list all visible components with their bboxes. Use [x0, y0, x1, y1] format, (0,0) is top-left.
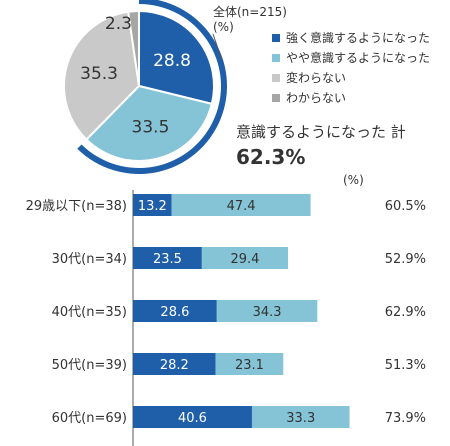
legend-label: わからない	[286, 91, 346, 105]
bar-segment-strong	[133, 194, 172, 216]
pie-slice	[127, 9, 140, 87]
legend-swatch	[272, 94, 280, 102]
bar-value-label: 40.6	[178, 411, 207, 426]
legend-swatch	[272, 34, 280, 42]
pie-unit-label: (%)	[213, 20, 234, 34]
pie-annotation: 全体(n=215)	[213, 4, 287, 19]
category-label: 30代(n=34)	[52, 252, 127, 267]
bar-segment-somewhat	[216, 300, 318, 322]
pie-slice-value-label: 35.3	[80, 64, 118, 84]
bar-total-label: 51.3%	[385, 358, 426, 373]
bar-value-label: 23.1	[235, 358, 264, 373]
bar-total-label: 73.9%	[385, 411, 426, 426]
pie-slice	[138, 9, 215, 106]
pie-slice	[63, 10, 141, 141]
pie-slice-value-label: 33.5	[132, 117, 170, 137]
legend-label: やや意識するようになった	[286, 50, 430, 65]
category-label: 50代(n=39)	[52, 358, 127, 373]
pie-slice-value-label: 28.8	[153, 51, 191, 71]
bar-segment-somewhat	[201, 247, 288, 269]
pie-total-label: 意識するようになった 計	[236, 123, 406, 141]
bar-segment-somewhat	[171, 194, 311, 216]
bar-total-label: 62.9%	[385, 305, 426, 320]
bar-unit-label: (%)	[343, 173, 364, 187]
bar-value-label: 47.4	[227, 199, 256, 214]
pie-slice-value-label: 2.3	[105, 14, 132, 34]
bar-segment-somewhat	[251, 406, 350, 428]
legend-label: 強く意識するようになった	[286, 30, 430, 45]
bar-total-label: 60.5%	[385, 199, 426, 214]
bar-segment-strong	[133, 353, 216, 375]
bar-segment-strong	[133, 247, 202, 269]
legend-label: 変わらない	[286, 70, 346, 85]
legend-swatch	[272, 74, 280, 82]
bar-value-label: 13.2	[138, 199, 167, 214]
bar-value-label: 33.3	[286, 411, 315, 426]
pie-total-value: 62.3%	[236, 145, 305, 169]
pie-slice	[85, 84, 214, 162]
bar-total-label: 52.9%	[385, 252, 426, 267]
legend-swatch	[272, 54, 280, 62]
bar-value-label: 34.3	[253, 305, 282, 320]
bar-chart: 29歳以下(n=38) 13.2 47.4 60.5% 30代(n=34) 23.5 29.…	[26, 190, 426, 446]
bar-value-label: 28.6	[160, 305, 189, 320]
category-label: 40代(n=35)	[52, 305, 127, 320]
bar-segment-strong	[133, 300, 217, 322]
annotation-leader-line	[212, 33, 223, 61]
category-label: 29歳以下(n=38)	[26, 199, 127, 214]
category-label: 60代(n=69)	[52, 411, 127, 426]
pie-highlight-ring	[77, 0, 227, 174]
pie-chart: 28.8 33.5 35.3 2.3	[63, 0, 227, 174]
bar-segment-somewhat	[215, 353, 284, 375]
bar-value-label: 23.5	[153, 252, 182, 267]
bar-value-label: 28.2	[160, 358, 189, 373]
bar-value-label: 29.4	[230, 252, 259, 267]
bar-segment-strong	[133, 406, 252, 428]
